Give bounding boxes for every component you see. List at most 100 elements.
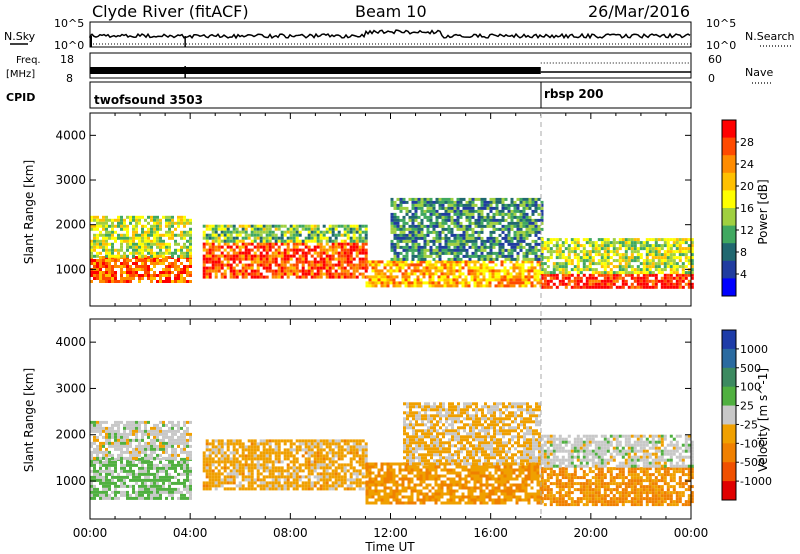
heatmap-cell [468,200,472,204]
heatmap-cell [402,200,406,204]
heatmap-cell [316,448,320,452]
heatmap-cell [534,197,538,201]
heatmap-cell [467,260,471,264]
heatmap-cell [519,248,523,252]
heatmap-cell [331,460,335,464]
heatmap-cell [93,472,96,476]
heatmap-cell [337,233,341,237]
nsky-panel-frame [89,21,692,48]
heatmap-cell [570,238,574,242]
heatmap-cell [120,218,123,222]
heatmap-cell [582,244,586,248]
heatmap-cell [447,203,451,207]
heatmap-cell [474,248,478,252]
heatmap-cell [465,251,469,255]
heatmap-cell [483,215,487,219]
heatmap-cell [99,463,102,467]
heatmap-cell [352,478,356,482]
heatmap-cell [93,277,96,280]
heatmap-cell [162,423,165,427]
heatmap-cell [371,489,375,493]
heatmap-cell [555,253,559,257]
heatmap-cell [111,218,114,222]
heatmap-cell [247,451,251,455]
heatmap-cell [405,254,409,258]
heatmap-cell [226,266,230,270]
heatmap-cell [268,245,272,249]
heatmap-cell [111,280,114,283]
heatmap-cell [618,253,622,257]
heatmap-cell [189,484,192,488]
heatmap-cell [189,472,192,476]
heatmap-cell [298,224,302,228]
heatmap-cell [322,230,326,234]
heatmap-cell [162,450,165,454]
heatmap-cell [316,451,320,455]
heatmap-cell [271,481,275,485]
heatmap-cell [458,263,462,267]
heatmap-cell [389,272,393,276]
heatmap-cell [295,227,299,231]
heatmap-cell [205,260,209,264]
heatmap-cell [144,239,147,243]
heatmap-cell [141,268,144,271]
heatmap-cell [177,463,180,467]
cpid-segment-2: rbsp 200 [544,87,603,101]
heatmap-cell [147,248,150,252]
heatmap-cell [319,460,323,464]
heatmap-cell [96,245,99,249]
heatmap-cell [123,227,126,231]
heatmap-cell [274,236,278,240]
heatmap-cell [93,265,96,268]
heatmap-cell [259,484,263,488]
heatmap-cell [186,271,189,274]
heatmap-cell [189,227,192,231]
heatmap-cell [470,269,474,273]
heatmap-cell [380,501,384,505]
heatmap-cell [117,444,120,448]
heatmap-cell [410,269,414,273]
heatmap-cell [250,442,254,446]
heatmap-cell [530,284,534,288]
heatmap-cell [636,285,640,289]
heatmap-cell [456,209,460,213]
heatmap-cell [202,269,206,273]
heatmap-cell [96,423,99,427]
heatmap-cell [105,429,108,433]
heatmap-cell [102,420,105,424]
heatmap-cell [99,426,102,430]
heatmap-cell [307,230,311,234]
heatmap-cell [159,245,162,249]
heatmap-cell [283,478,287,482]
heatmap-cell [274,275,278,279]
heatmap-cell [319,439,323,443]
heatmap-cell [162,478,165,482]
heatmap-cell [365,501,369,505]
heatmap-cell [525,251,529,255]
heatmap-cell [423,212,427,216]
heatmap-cell [174,251,177,255]
heatmap-cell [386,468,390,472]
heatmap-cell [383,272,387,276]
heatmap-cell [183,236,186,240]
heatmap-cell [111,230,114,234]
heatmap-cell [368,468,372,472]
heatmap-cell [462,233,466,237]
heatmap-cell [189,245,192,249]
heatmap-cell [111,259,114,262]
heatmap-cell [147,493,150,497]
heatmap-cell [238,272,242,276]
heatmap-cell [552,238,556,242]
heatmap-cell [504,203,508,207]
heatmap-cell [328,239,332,243]
heatmap-cell [250,487,254,491]
heatmap-cell [105,435,108,439]
heatmap-cell [636,256,640,260]
heatmap-cell [395,483,399,487]
heatmap-cell [310,484,314,488]
heatmap-cell [510,257,514,261]
heatmap-cell [355,478,359,482]
heatmap-cell [349,272,353,276]
heatmap-cell [684,276,688,280]
heatmap-cell [105,215,108,219]
